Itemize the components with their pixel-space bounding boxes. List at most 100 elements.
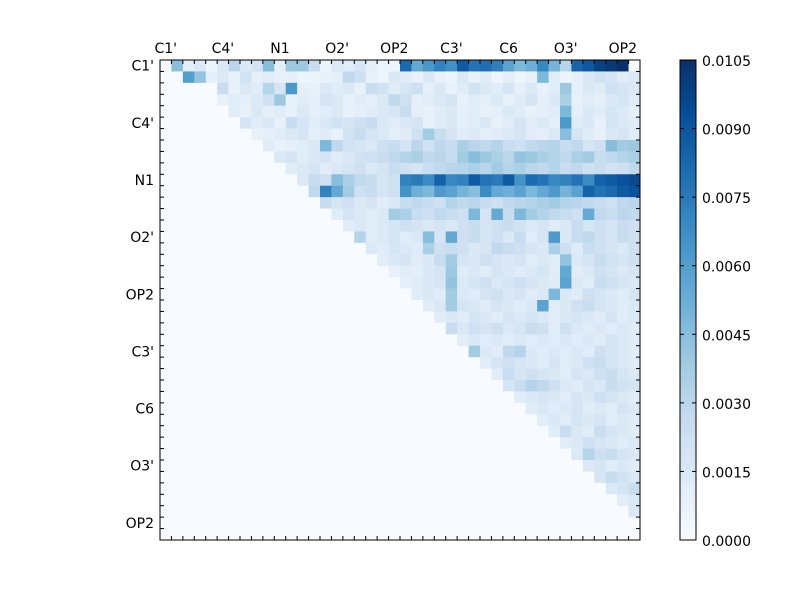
heatmap-cell: [182, 380, 195, 392]
heatmap-cell: [182, 368, 195, 381]
heatmap-cell: [365, 265, 378, 278]
heatmap-cell: [217, 140, 229, 152]
heatmap-cell: [537, 471, 549, 484]
heatmap-cell: [274, 482, 287, 495]
heatmap-cell: [571, 368, 584, 381]
heatmap-cell: [320, 402, 332, 415]
heatmap-cell: [457, 471, 469, 484]
heatmap-cell: [525, 380, 538, 392]
heatmap-cell: [594, 117, 607, 129]
heatmap-cell: [502, 174, 515, 187]
heatmap-cell: [422, 528, 435, 541]
heatmap-cell: [285, 71, 298, 84]
heatmap-cell: [342, 254, 355, 267]
heatmap-cell: [285, 140, 298, 152]
heatmap-cell: [480, 345, 492, 358]
heatmap-cell: [160, 471, 172, 484]
heatmap-cell: [320, 494, 332, 507]
heatmap-cell: [411, 368, 424, 381]
heatmap-cell: [571, 242, 584, 255]
heatmap-cell: [182, 185, 195, 198]
heatmap-cell: [205, 425, 218, 438]
heatmap-cell: [331, 334, 344, 347]
heatmap-cell: [605, 300, 618, 312]
heatmap-cell: [194, 345, 207, 358]
heatmap-cell: [560, 471, 572, 484]
heatmap-cell: [571, 528, 584, 541]
heatmap-cell: [262, 357, 275, 369]
heatmap-cell: [297, 94, 309, 107]
heatmap-cell: [171, 220, 184, 232]
heatmap-cell: [411, 471, 424, 484]
heatmap-cell: [457, 391, 469, 404]
heatmap-cell: [560, 425, 572, 438]
heatmap-cell: [262, 414, 275, 427]
heatmap-cell: [422, 174, 435, 187]
heatmap-cell: [205, 254, 218, 267]
heatmap-cell: [400, 208, 412, 221]
heatmap-cell: [594, 425, 607, 438]
heatmap-cell: [502, 437, 515, 449]
heatmap-cell: [537, 94, 549, 107]
heatmap-cell: [605, 528, 618, 541]
heatmap-cell: [160, 460, 172, 472]
heatmap-cell: [171, 60, 184, 72]
heatmap-cell: [388, 288, 401, 301]
heatmap-cell: [628, 208, 641, 221]
heatmap-cell: [274, 391, 287, 404]
heatmap-cell: [502, 185, 515, 198]
heatmap-cell: [228, 494, 241, 507]
heatmap-cell: [422, 140, 435, 152]
heatmap-cell: [228, 380, 241, 392]
heatmap-cell: [262, 254, 275, 267]
heatmap-cell: [468, 345, 481, 358]
heatmap-cell: [160, 425, 172, 438]
heatmap-cell: [342, 208, 355, 221]
heatmap-cell: [560, 117, 572, 129]
heatmap-cell: [274, 311, 287, 324]
heatmap-cell: [491, 162, 504, 175]
heatmap-cell: [571, 60, 584, 72]
x-tick-labels: C1' C4' N1 O2' OP2 C3' C6 O3' OP2: [154, 41, 637, 57]
heatmap-cell: [400, 162, 412, 175]
heatmap-cell: [285, 117, 298, 129]
heatmap-cell: [217, 94, 229, 107]
heatmap-cell: [354, 391, 367, 404]
heatmap-cell: [457, 162, 469, 175]
heatmap-cell: [320, 140, 332, 152]
heatmap-cell: [434, 334, 447, 347]
heatmap-cell: [297, 151, 309, 164]
heatmap-cell: [445, 414, 458, 427]
heatmap-cell: [480, 231, 492, 244]
heatmap-cell: [228, 185, 241, 198]
heatmap-cell: [411, 402, 424, 415]
heatmap-cell: [297, 60, 309, 72]
heatmap-cell: [320, 117, 332, 129]
heatmap-cell: [194, 105, 207, 118]
heatmap-cell: [240, 517, 252, 529]
heatmap-cell: [262, 345, 275, 358]
heatmap-cell: [285, 391, 298, 404]
heatmap-cell: [308, 345, 321, 358]
heatmap-cell: [285, 185, 298, 198]
heatmap-cell: [605, 231, 618, 244]
heatmap-cell: [605, 414, 618, 427]
heatmap-cell: [274, 414, 287, 427]
heatmap-cell: [308, 242, 321, 255]
heatmap-cell: [274, 242, 287, 255]
heatmap-cell: [457, 208, 469, 221]
heatmap-cell: [594, 174, 607, 187]
heatmap-cell: [514, 140, 527, 152]
heatmap-cell: [422, 380, 435, 392]
heatmap-cell: [308, 380, 321, 392]
heatmap-cell: [400, 300, 412, 312]
heatmap-cell: [457, 117, 469, 129]
heatmap-cell: [354, 460, 367, 472]
colorbar-tick-label: 0.0000: [702, 534, 751, 550]
heatmap-cell: [205, 105, 218, 118]
heatmap-cell: [240, 117, 252, 129]
heatmap-cell: [537, 391, 549, 404]
heatmap-cell: [342, 151, 355, 164]
colorbar: [679, 59, 697, 541]
